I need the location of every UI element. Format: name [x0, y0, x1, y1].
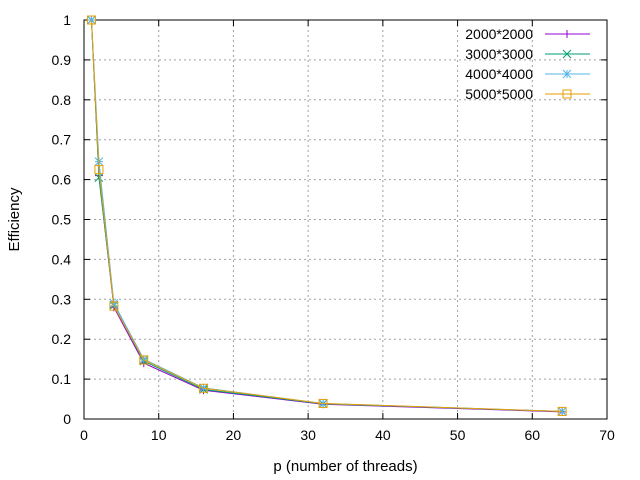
legend-label: 4000*4000: [465, 66, 533, 82]
x-tick-label: 50: [450, 427, 466, 443]
x-tick-label: 20: [226, 427, 242, 443]
legend-label: 2000*2000: [465, 26, 533, 42]
y-tick-label: 0.8: [52, 92, 72, 108]
legend-label: 5000*5000: [465, 86, 533, 102]
y-tick-label: 0.2: [52, 331, 72, 347]
x-tick-label: 40: [375, 427, 391, 443]
x-tick-label: 10: [151, 427, 167, 443]
series-5000*5000: [86, 15, 567, 416]
data-point: [139, 355, 149, 365]
legend-marker: [562, 49, 572, 59]
data-point: [557, 407, 567, 416]
legend: 2000*2000 3000*3000 4000*4000 5000*5000: [465, 26, 590, 102]
x-tick-label: 30: [300, 427, 316, 443]
y-tick-label: 0.9: [52, 52, 72, 68]
x-tick-label: 0: [80, 427, 88, 443]
data-point: [86, 15, 96, 25]
axis-ticks: 0 10 20 30 40 50 60 70 0 0.1 0.2 0.3 0.4 0.5 0.6 0.7 0.8…: [52, 12, 615, 443]
series-line: [90, 19, 563, 412]
y-tick-label: 0.3: [52, 291, 72, 307]
y-tick-label: 0.5: [52, 212, 72, 228]
y-axis-label: Efficiency: [6, 187, 23, 251]
legend-marker: [563, 30, 571, 38]
y-tick-label: 0.6: [52, 172, 72, 188]
data-point: [199, 383, 209, 393]
y-tick-label: 0.4: [52, 251, 72, 267]
data-point: [557, 406, 567, 416]
legend-marker: [562, 69, 572, 79]
x-tick-label: 60: [524, 427, 540, 443]
y-tick-label: 1: [63, 12, 71, 28]
series-lines: [86, 15, 567, 416]
x-axis-label: p (number of threads): [273, 458, 417, 475]
grid-lines: [84, 20, 607, 419]
data-point: [318, 398, 328, 408]
legend-label: 3000*3000: [465, 46, 533, 62]
y-tick-label: 0: [63, 411, 71, 427]
data-point: [94, 173, 104, 182]
data-point: [94, 165, 104, 175]
data-point: [109, 301, 119, 311]
y-tick-label: 0.7: [52, 132, 72, 148]
x-tick-label: 70: [599, 427, 615, 443]
legend-marker: [562, 89, 572, 99]
y-tick-label: 0.1: [52, 371, 72, 387]
